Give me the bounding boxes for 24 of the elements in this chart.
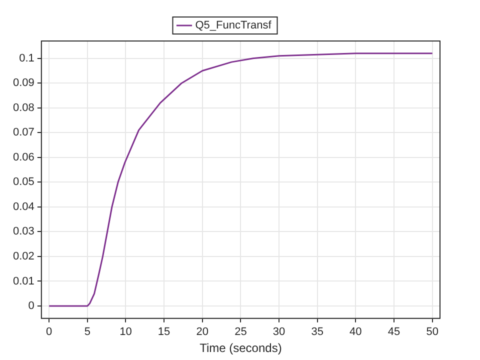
x-tick-label: 25 — [234, 326, 247, 338]
y-tick-label: 0.06 — [12, 151, 34, 164]
x-tick-label: 10 — [120, 326, 132, 338]
x-tick-label: 5 — [84, 326, 90, 338]
y-tick-label: 0.1 — [19, 52, 34, 64]
x-tick-label: 45 — [388, 326, 400, 338]
x-tick-label: 0 — [46, 326, 52, 338]
y-tick-label: 0.05 — [12, 176, 34, 188]
y-tick-label: 0 — [28, 300, 34, 312]
y-tick-label: 0.07 — [12, 126, 34, 139]
x-tick-label: 20 — [196, 326, 209, 338]
x-axis-title: Time (seconds) — [200, 341, 282, 356]
y-tick-label: 0.03 — [12, 226, 34, 238]
x-tick-label: 35 — [311, 326, 324, 338]
x-tick-label: 30 — [272, 326, 286, 338]
y-tick-label: 0.08 — [12, 102, 34, 114]
x-tick-label: 40 — [350, 326, 362, 338]
x-tick-label: 15 — [158, 326, 170, 338]
y-tick-label: 0.09 — [12, 77, 34, 90]
x-tick-label: 50 — [426, 326, 438, 338]
y-tick-label: 0.04 — [12, 200, 34, 213]
y-tick-label: 0.02 — [12, 250, 34, 263]
legend-label: Q5_FuncTransf — [195, 20, 272, 32]
y-tick-label: 0.01 — [12, 275, 34, 288]
